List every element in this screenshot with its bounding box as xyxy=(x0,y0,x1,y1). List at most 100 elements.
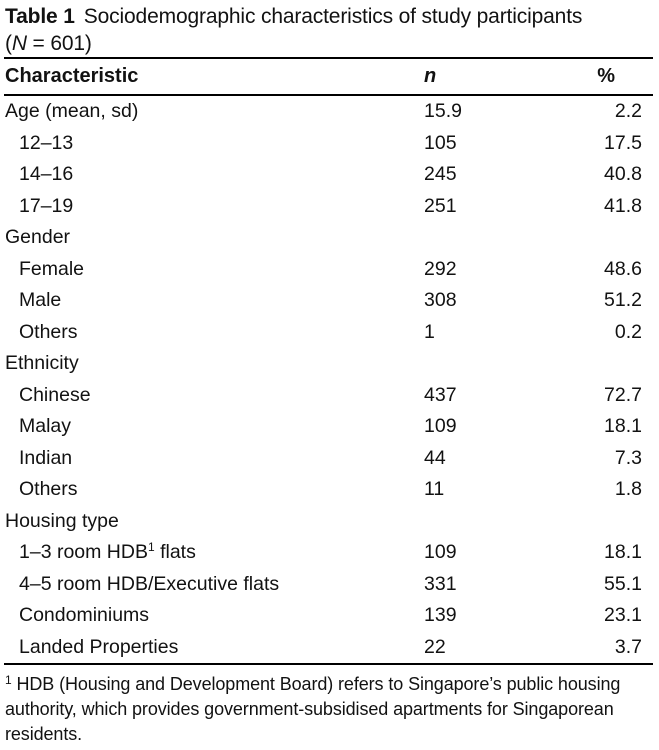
row-label-text: Housing type xyxy=(5,509,119,532)
row-label-text: Chinese xyxy=(19,383,91,406)
row-label-text: Condominiums xyxy=(19,604,150,627)
footnote-text: HDB (Housing and Development Board) refe… xyxy=(5,674,621,744)
row-percent-value: 1.8 xyxy=(614,478,642,501)
row-n-value: 15.9 xyxy=(424,100,462,123)
row-label: 4–5 room HDB/Executive flats xyxy=(4,569,424,601)
row-n-value: 109 xyxy=(424,541,457,564)
row-n-value: 44 xyxy=(424,446,446,469)
sample-size: (N = 601) xyxy=(5,30,653,57)
row-label: 17–19 xyxy=(4,191,424,223)
row-n-value xyxy=(424,348,536,380)
row-n-value xyxy=(424,222,536,254)
row-label-text: 14–16 xyxy=(19,163,74,186)
row-n-value xyxy=(424,506,536,538)
row-label: Female xyxy=(4,254,424,286)
table-body: Age (mean, sd) 15.9 2.2 12–13 105 17.5 1… xyxy=(4,95,653,665)
sample-size-open: ( xyxy=(5,32,12,55)
row-percent-value xyxy=(536,222,653,254)
table-row: 4–5 room HDB/Executive flats 331 55.1 xyxy=(4,569,653,601)
row-label: 1–3 room HDB1 flats xyxy=(4,537,424,569)
sociodemographic-table: Characteristic n % Age (mean, sd) 15.9 2… xyxy=(4,57,653,665)
header-characteristic: Characteristic xyxy=(4,57,424,96)
row-label-text: 12–13 xyxy=(19,131,74,154)
footnote-marker: 1 xyxy=(5,673,12,687)
table-row: Others 11 1.8 xyxy=(4,474,653,506)
row-label: Gender xyxy=(4,222,424,254)
row-percent-value: 17.5 xyxy=(604,131,642,154)
row-percent-value: 72.7 xyxy=(604,383,642,406)
row-n-value: 331 xyxy=(424,572,457,595)
row-percent-value: 2.2 xyxy=(614,100,642,123)
table-row: Others 1 0.2 xyxy=(4,317,653,349)
row-n-value: 292 xyxy=(424,257,457,280)
row-percent-value: 51.2 xyxy=(604,289,642,312)
header-percent: % xyxy=(536,57,653,96)
row-label: Others xyxy=(4,317,424,349)
footnote-marker-ref: 1 xyxy=(147,540,155,555)
row-percent-value: 41.8 xyxy=(604,194,642,217)
row-percent-value: 18.1 xyxy=(604,541,642,564)
row-n-value: 11 xyxy=(424,478,445,501)
row-label-text: Others xyxy=(19,320,78,343)
table-row: Landed Properties 22 3.7 xyxy=(4,631,653,665)
table-row: 14–16 245 40.8 xyxy=(4,159,653,191)
row-n-value: 105 xyxy=(424,131,457,154)
row-label: Chinese xyxy=(4,380,424,412)
table-row: Malay 109 18.1 xyxy=(4,411,653,443)
row-label-text: Female xyxy=(19,257,85,280)
row-label-text: Indian xyxy=(19,446,73,469)
table-row: Chinese 437 72.7 xyxy=(4,380,653,412)
row-label-text: Ethnicity xyxy=(5,352,79,375)
row-label: 14–16 xyxy=(4,159,424,191)
row-label: 12–13 xyxy=(4,128,424,160)
table-row: 1–3 room HDB1 flats 109 18.1 xyxy=(4,537,653,569)
header-n: n xyxy=(424,57,536,96)
table-row: Gender xyxy=(4,222,653,254)
row-label: Age (mean, sd) xyxy=(4,95,424,128)
row-percent-value xyxy=(536,506,653,538)
row-label: Condominiums xyxy=(4,600,424,632)
table-header: Characteristic n % xyxy=(4,57,653,96)
row-label-text: 1–3 room HDB xyxy=(19,541,148,564)
row-label: Ethnicity xyxy=(4,348,424,380)
row-label-text: Malay xyxy=(19,415,72,438)
table-row: 17–19 251 41.8 xyxy=(4,191,653,223)
table-row: Condominiums 139 23.1 xyxy=(4,600,653,632)
row-percent-value: 7.3 xyxy=(614,446,642,469)
row-percent-value: 0.2 xyxy=(614,320,642,343)
table-row: Female 292 48.6 xyxy=(4,254,653,286)
table-footnote: 1 HDB (Housing and Development Board) re… xyxy=(5,672,653,747)
row-percent-value: 40.8 xyxy=(604,163,642,186)
table-row: 12–13 105 17.5 xyxy=(4,128,653,160)
table-row: Ethnicity xyxy=(4,348,653,380)
row-label-text: 4–5 room HDB/Executive flats xyxy=(19,572,280,595)
sample-size-rest: = 601) xyxy=(26,32,92,55)
row-label-text: Male xyxy=(19,289,62,312)
row-percent-value: 48.6 xyxy=(604,257,642,280)
row-percent-value: 3.7 xyxy=(536,631,653,665)
row-label: Housing type xyxy=(4,506,424,538)
header-row: Characteristic n % xyxy=(4,57,653,96)
row-n-value: 245 xyxy=(424,163,457,186)
row-percent-value: 23.1 xyxy=(604,604,642,627)
row-n-value: 109 xyxy=(424,415,457,438)
row-n-value: 139 xyxy=(424,604,457,627)
row-label-text: Others xyxy=(19,478,78,501)
row-label-text: 17–19 xyxy=(19,194,74,217)
row-label: Malay xyxy=(4,411,424,443)
table-title: Sociodemographic characteristics of stud… xyxy=(83,5,583,28)
row-label-text: Age (mean, sd) xyxy=(5,100,139,123)
row-label: Indian xyxy=(4,443,424,475)
table-row: Housing type xyxy=(4,506,653,538)
row-percent-value xyxy=(536,348,653,380)
row-label-text: Gender xyxy=(5,226,71,249)
row-label-text-end: flats xyxy=(154,541,196,564)
row-n-value: 1 xyxy=(424,320,435,343)
sample-size-symbol: N xyxy=(11,32,27,55)
row-label: Landed Properties xyxy=(4,631,424,665)
row-percent-value: 18.1 xyxy=(604,415,642,438)
table-label: Table 1 xyxy=(5,5,75,28)
row-n-value: 308 xyxy=(424,289,457,312)
row-percent-value: 55.1 xyxy=(604,572,642,595)
